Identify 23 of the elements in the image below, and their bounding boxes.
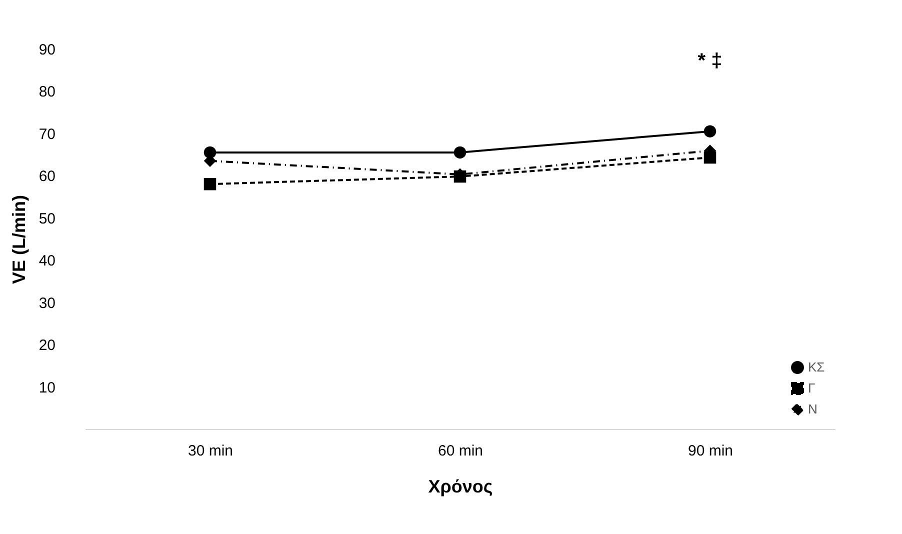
x-tick-label: 30 min bbox=[188, 442, 234, 460]
point bbox=[704, 125, 716, 138]
x-tick-label: 90 min bbox=[688, 442, 734, 460]
y-tick-label: 80 bbox=[38, 84, 56, 101]
point bbox=[704, 151, 716, 164]
y-axis-title: VE (L/min) bbox=[8, 194, 29, 284]
point bbox=[204, 178, 216, 190]
y-tick-label: 60 bbox=[38, 168, 56, 186]
annotation: * ‡ bbox=[698, 50, 722, 72]
y-tick-label: 10 bbox=[38, 379, 56, 396]
point bbox=[454, 146, 466, 159]
y-tick-label: 50 bbox=[38, 210, 56, 228]
legend-label: Γ bbox=[808, 380, 816, 396]
point bbox=[204, 146, 216, 159]
legend-label: Ν bbox=[808, 402, 818, 416]
y-tick-label: 40 bbox=[38, 252, 56, 270]
y-tick-label: 20 bbox=[38, 337, 56, 354]
y-tick-label: 90 bbox=[38, 42, 56, 58]
legend-label: ΚΣ bbox=[808, 360, 825, 374]
y-tick-label: 70 bbox=[38, 126, 56, 143]
x-tick-label: 60 min bbox=[438, 442, 484, 460]
x-axis-title: Χρόνος bbox=[428, 476, 493, 496]
y-tick-label: 30 bbox=[38, 294, 56, 312]
